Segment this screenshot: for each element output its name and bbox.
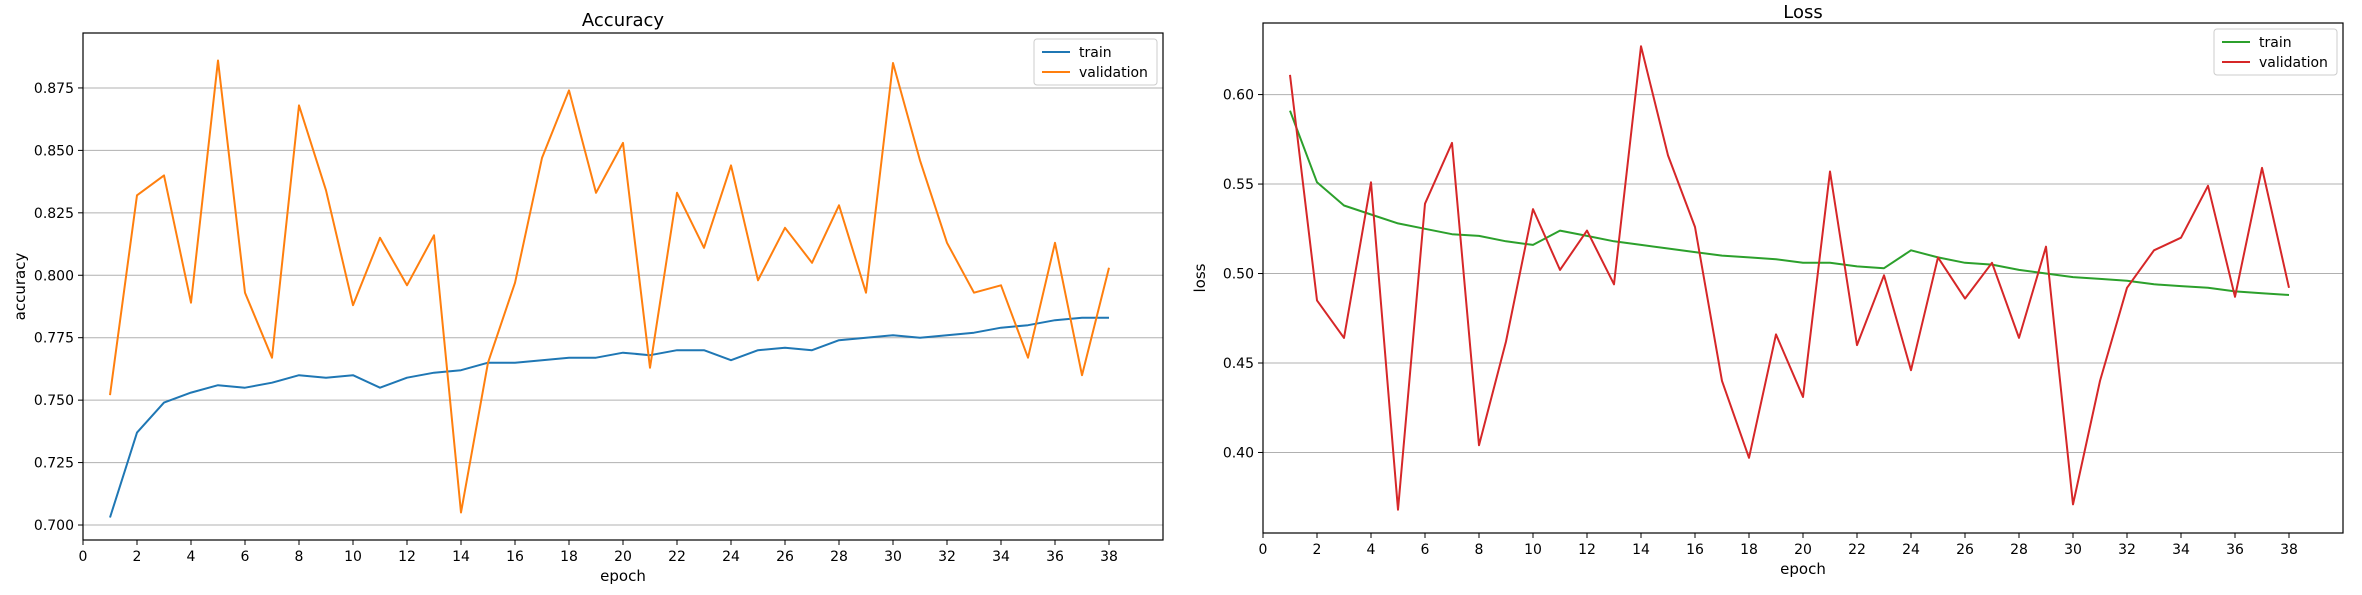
y-tick-label: 0.875 xyxy=(34,81,74,97)
x-tick-label: 28 xyxy=(830,549,848,565)
x-tick-label: 6 xyxy=(1421,542,1430,558)
x-tick-label: 20 xyxy=(614,549,632,565)
series-line-validation xyxy=(109,59,1110,514)
y-tick-label: 0.825 xyxy=(34,206,74,222)
x-tick-label: 32 xyxy=(938,549,956,565)
y-tick-label: 0.700 xyxy=(34,518,74,534)
chart-0: 0 2 4 6 8 10 12 14 16 18 20 22 24 26 28 30 32 34 36 380.700… xyxy=(11,10,1164,585)
x-tick-label: 24 xyxy=(1902,542,1920,558)
y-axis-label: loss xyxy=(1191,263,1209,292)
x-tick-label: 24 xyxy=(722,549,740,565)
x-tick-label: 34 xyxy=(992,549,1010,565)
x-axis-label: epoch xyxy=(600,567,646,585)
y-tick-label: 0.50 xyxy=(1223,267,1254,283)
x-tick-label: 18 xyxy=(560,549,578,565)
y-tick-label: 0.40 xyxy=(1223,445,1254,461)
x-tick-label: 28 xyxy=(2010,542,2028,558)
chart-title: Loss xyxy=(1783,2,1822,23)
legend-label-validation: validation xyxy=(1079,65,1148,81)
x-tick-label: 22 xyxy=(1848,542,1866,558)
chart-title: Accuracy xyxy=(582,10,665,31)
x-tick-label: 22 xyxy=(668,549,686,565)
x-tick-label: 4 xyxy=(1367,542,1376,558)
y-tick-label: 0.750 xyxy=(34,393,74,409)
x-tick-label: 36 xyxy=(1046,549,1064,565)
x-tick-label: 36 xyxy=(2226,542,2244,558)
y-tick-label: 0.60 xyxy=(1223,88,1254,104)
x-tick-label: 2 xyxy=(1313,542,1322,558)
legend-label-validation: validation xyxy=(2259,55,2328,71)
y-tick-label: 0.45 xyxy=(1223,356,1254,372)
x-tick-label: 30 xyxy=(2064,542,2082,558)
x-tick-label: 8 xyxy=(295,549,304,565)
legend-box xyxy=(2213,28,2338,76)
legend: train validation xyxy=(1033,38,1158,86)
series-line-train xyxy=(109,316,1109,518)
legend-label-train: train xyxy=(1079,45,1112,61)
x-tick-label: 34 xyxy=(2172,542,2190,558)
x-tick-label: 32 xyxy=(2118,542,2136,558)
x-tick-label: 16 xyxy=(1686,542,1704,558)
x-tick-label: 4 xyxy=(187,549,196,565)
x-tick-label: 6 xyxy=(241,549,250,565)
x-axis-label: epoch xyxy=(1780,560,1826,578)
x-tick-label: 12 xyxy=(1578,542,1596,558)
x-tick-label: 0 xyxy=(1259,542,1268,558)
plot-frame xyxy=(1262,22,2344,534)
x-tick-label: 38 xyxy=(1100,549,1118,565)
y-tick-label: 0.725 xyxy=(34,456,74,472)
y-axis-label: accuracy xyxy=(11,253,29,321)
x-tick-label: 16 xyxy=(506,549,524,565)
x-tick-label: 8 xyxy=(1475,542,1484,558)
y-tick-label: 0.775 xyxy=(34,331,74,347)
legend: train validation xyxy=(2213,28,2338,76)
x-tick-label: 18 xyxy=(1740,542,1758,558)
y-tick-label: 0.55 xyxy=(1223,177,1254,193)
y-tick-label: 0.800 xyxy=(34,268,74,284)
x-tick-label: 30 xyxy=(884,549,902,565)
x-tick-label: 10 xyxy=(1524,542,1542,558)
series-line-train xyxy=(1289,110,2290,296)
x-tick-label: 26 xyxy=(1956,542,1974,558)
legend-box xyxy=(1033,38,1158,86)
series-line-validation xyxy=(1289,45,2290,511)
x-tick-label: 14 xyxy=(1632,542,1650,558)
x-tick-label: 0 xyxy=(79,549,88,565)
y-tick-label: 0.850 xyxy=(34,143,74,159)
legend-label-train: train xyxy=(2259,35,2292,51)
x-tick-label: 10 xyxy=(344,549,362,565)
x-tick-label: 26 xyxy=(776,549,794,565)
chart-1: 0 2 4 6 8 10 12 14 16 18 20 22 24 26 28 30 32 34 36 380.400… xyxy=(1191,2,2344,578)
x-tick-label: 2 xyxy=(133,549,142,565)
x-tick-label: 20 xyxy=(1794,542,1812,558)
x-tick-label: 14 xyxy=(452,549,470,565)
x-tick-label: 38 xyxy=(2280,542,2298,558)
x-tick-label: 12 xyxy=(398,549,416,565)
